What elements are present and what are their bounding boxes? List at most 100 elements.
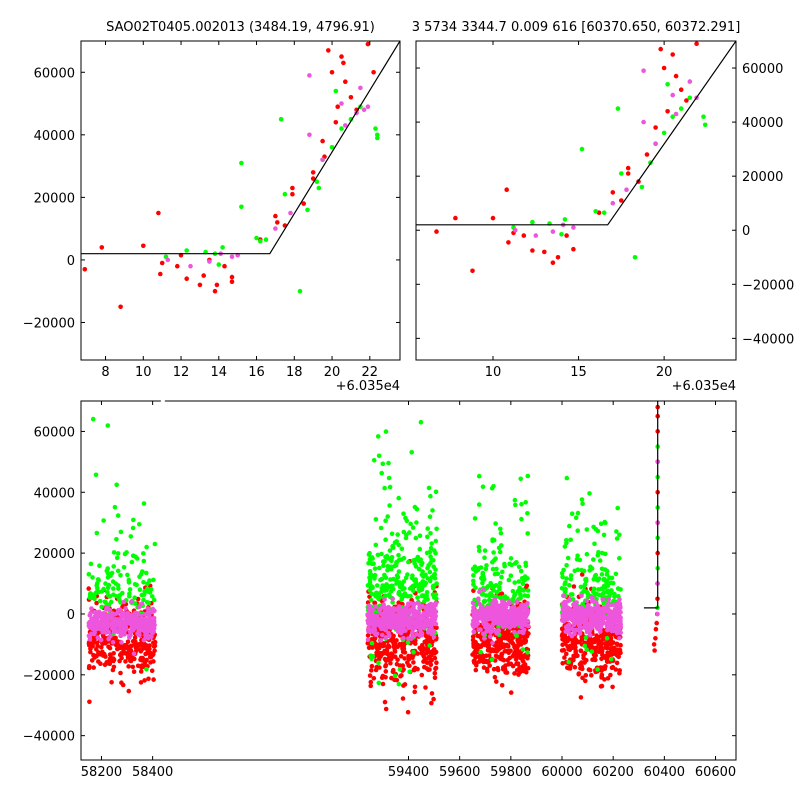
- data-point-magenta: [120, 621, 126, 626]
- data-point-red: [115, 646, 120, 652]
- data-point-green: [147, 590, 153, 595]
- data-point-magenta: [624, 187, 629, 192]
- data-point-green: [512, 497, 518, 503]
- data-point-red: [513, 657, 519, 662]
- data-point-green: [375, 434, 381, 439]
- data-point-red: [583, 673, 589, 678]
- data-point-green: [427, 578, 433, 584]
- data-point-green: [593, 209, 598, 214]
- data-point-green: [141, 551, 146, 556]
- data-point-magenta: [610, 200, 616, 206]
- data-point-red: [524, 670, 529, 675]
- y-tick-label: 60000: [34, 66, 75, 81]
- data-point-green: [592, 541, 597, 547]
- data-point-magenta: [613, 625, 618, 631]
- data-point-red: [428, 662, 434, 668]
- data-point-green: [494, 590, 500, 595]
- data-point-red: [617, 668, 622, 673]
- data-point-green: [493, 521, 498, 526]
- data-point-green: [424, 590, 430, 595]
- y-tick-label: −20000: [23, 316, 75, 331]
- data-point-green: [584, 551, 590, 557]
- data-point-green: [520, 647, 526, 652]
- data-point-red: [389, 651, 394, 656]
- data-point-green: [184, 248, 189, 253]
- data-point-green: [128, 534, 134, 539]
- data-point-green: [584, 527, 590, 532]
- data-point-red: [611, 640, 616, 645]
- data-point-green: [599, 572, 605, 577]
- data-point-red: [142, 660, 148, 666]
- data-point-green: [612, 594, 617, 599]
- data-point-magenta: [480, 631, 486, 636]
- data-point-magenta: [618, 605, 623, 611]
- data-point-red: [419, 672, 425, 678]
- data-point-magenta: [569, 616, 574, 622]
- data-point-green: [564, 576, 569, 581]
- data-point-green: [424, 593, 430, 599]
- data-point-green: [472, 516, 478, 521]
- data-point-green: [395, 532, 401, 537]
- data-point-green: [508, 573, 514, 578]
- y-tick-label: −20000: [742, 278, 794, 293]
- data-point-magenta: [288, 210, 293, 216]
- data-point-green: [484, 585, 490, 591]
- data-point-red: [156, 210, 161, 216]
- data-point-green: [382, 559, 387, 564]
- data-point-red: [525, 665, 531, 671]
- data-point-magenta: [612, 606, 618, 612]
- data-point-green: [525, 511, 530, 516]
- data-point-red: [429, 700, 434, 706]
- data-point-green: [678, 106, 684, 111]
- data-point-red: [135, 663, 141, 669]
- data-point-green: [409, 586, 415, 591]
- data-point-red: [89, 658, 95, 663]
- data-point-red: [388, 638, 394, 643]
- data-point-red: [661, 65, 667, 71]
- data-point-magenta: [618, 621, 623, 627]
- data-point-green: [110, 579, 116, 584]
- data-point-red: [580, 675, 585, 681]
- data-point-red: [142, 678, 147, 683]
- data-point-red: [380, 673, 386, 679]
- x-tick-label: 20: [324, 365, 341, 380]
- data-point-red: [366, 645, 372, 651]
- data-point-green: [373, 517, 379, 522]
- data-point-red: [596, 649, 602, 655]
- data-point-magenta: [560, 607, 566, 613]
- data-point-red: [568, 643, 573, 649]
- data-point-magenta: [118, 633, 123, 638]
- data-point-magenta: [389, 613, 395, 618]
- data-point-red: [371, 676, 377, 681]
- data-point-green: [518, 476, 523, 482]
- data-point-red: [118, 304, 123, 310]
- data-point-green: [382, 587, 388, 593]
- data-point-red: [506, 644, 511, 649]
- data-point-green: [502, 563, 508, 569]
- data-point-magenta: [137, 624, 142, 630]
- data-point-green: [399, 596, 405, 602]
- data-point-magenta: [517, 607, 522, 613]
- data-point-magenta: [367, 617, 373, 623]
- data-point-red: [426, 654, 432, 660]
- data-point-magenta: [490, 640, 495, 646]
- data-point-green: [473, 585, 478, 590]
- data-point-magenta: [471, 624, 477, 630]
- data-point-red: [94, 640, 100, 645]
- data-point-red: [555, 254, 561, 260]
- data-point-magenta: [365, 637, 371, 642]
- data-point-magenta: [641, 119, 646, 125]
- data-point-green: [333, 88, 339, 94]
- data-point-green: [670, 114, 675, 119]
- data-point-magenta: [87, 623, 93, 628]
- data-point-red: [175, 263, 180, 269]
- data-point-green: [405, 593, 410, 599]
- data-point-red: [96, 659, 101, 664]
- data-point-magenta: [575, 616, 581, 621]
- data-point-green: [582, 643, 588, 649]
- data-point-green: [117, 598, 122, 604]
- y-tick-label: 0: [67, 254, 75, 269]
- data-point-magenta: [601, 611, 607, 616]
- data-point-magenta: [110, 611, 115, 616]
- data-point-green: [88, 591, 93, 596]
